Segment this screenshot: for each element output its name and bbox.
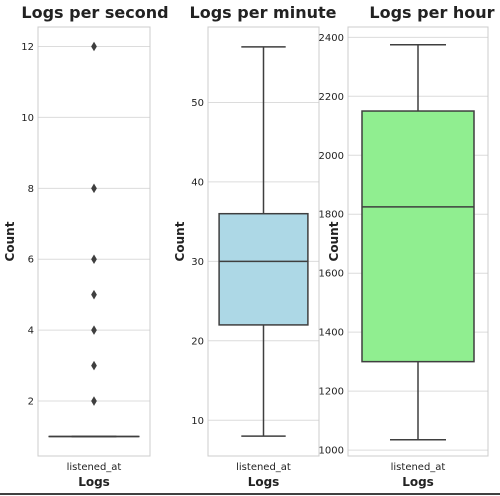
y-tick-label-hour-1: 1200 bbox=[319, 387, 344, 398]
y-tick-label-minute-1: 20 bbox=[191, 336, 204, 347]
outlier-point-second-4 bbox=[91, 254, 97, 265]
y-tick-label-second-0: 2 bbox=[28, 397, 34, 408]
y-tick-label-hour-5: 2000 bbox=[319, 151, 344, 162]
x-tick-label-hour: listened_at bbox=[391, 462, 446, 473]
plot-frame-second bbox=[37, 26, 151, 457]
y-tick-label-second-2: 6 bbox=[28, 255, 34, 266]
plot-frame-minute bbox=[207, 26, 320, 457]
y-tick-label-second-3: 8 bbox=[28, 184, 34, 195]
outlier-point-second-1 bbox=[91, 360, 97, 371]
y-axis-label-minute: Count bbox=[173, 221, 187, 261]
y-tick-label-hour-6: 2200 bbox=[319, 92, 344, 103]
x-tick-label-second: listened_at bbox=[67, 462, 122, 473]
y-tick-label-second-4: 10 bbox=[21, 113, 34, 124]
outlier-point-second-6 bbox=[91, 41, 97, 52]
box-hour bbox=[361, 110, 475, 363]
chart-title-hour: Logs per hour bbox=[369, 3, 494, 22]
y-tick-label-hour-3: 1600 bbox=[319, 269, 344, 280]
y-axis-label-second: Count bbox=[3, 221, 17, 261]
outlier-point-second-2 bbox=[91, 325, 97, 335]
y-tick-label-minute-4: 50 bbox=[191, 98, 204, 109]
y-tick-label-hour-0: 1000 bbox=[319, 446, 344, 457]
outlier-point-second-5 bbox=[91, 183, 97, 194]
y-tick-label-hour-4: 1800 bbox=[319, 210, 344, 221]
outlier-point-second-0 bbox=[91, 396, 97, 406]
x-axis-label-hour: Logs bbox=[402, 475, 434, 489]
y-axis-label-hour: Count bbox=[327, 221, 341, 261]
y-tick-label-minute-3: 40 bbox=[191, 177, 204, 188]
box-minute bbox=[218, 212, 309, 326]
y-tick-label-hour-7: 2400 bbox=[319, 33, 344, 44]
outlier-point-second-3 bbox=[91, 289, 97, 300]
chart-title-minute: Logs per minute bbox=[190, 3, 337, 22]
x-tick-label-minute: listened_at bbox=[236, 462, 291, 473]
plot-frame-hour bbox=[347, 26, 489, 457]
y-tick-label-minute-0: 10 bbox=[191, 416, 204, 427]
y-tick-label-hour-2: 1400 bbox=[319, 328, 344, 339]
y-tick-label-second-1: 4 bbox=[28, 326, 34, 337]
y-tick-label-second-5: 12 bbox=[21, 42, 34, 53]
y-tick-label-minute-2: 30 bbox=[191, 257, 204, 268]
x-axis-label-minute: Logs bbox=[248, 475, 280, 489]
x-axis-label-second: Logs bbox=[78, 475, 110, 489]
chart-title-second: Logs per second bbox=[21, 3, 168, 22]
